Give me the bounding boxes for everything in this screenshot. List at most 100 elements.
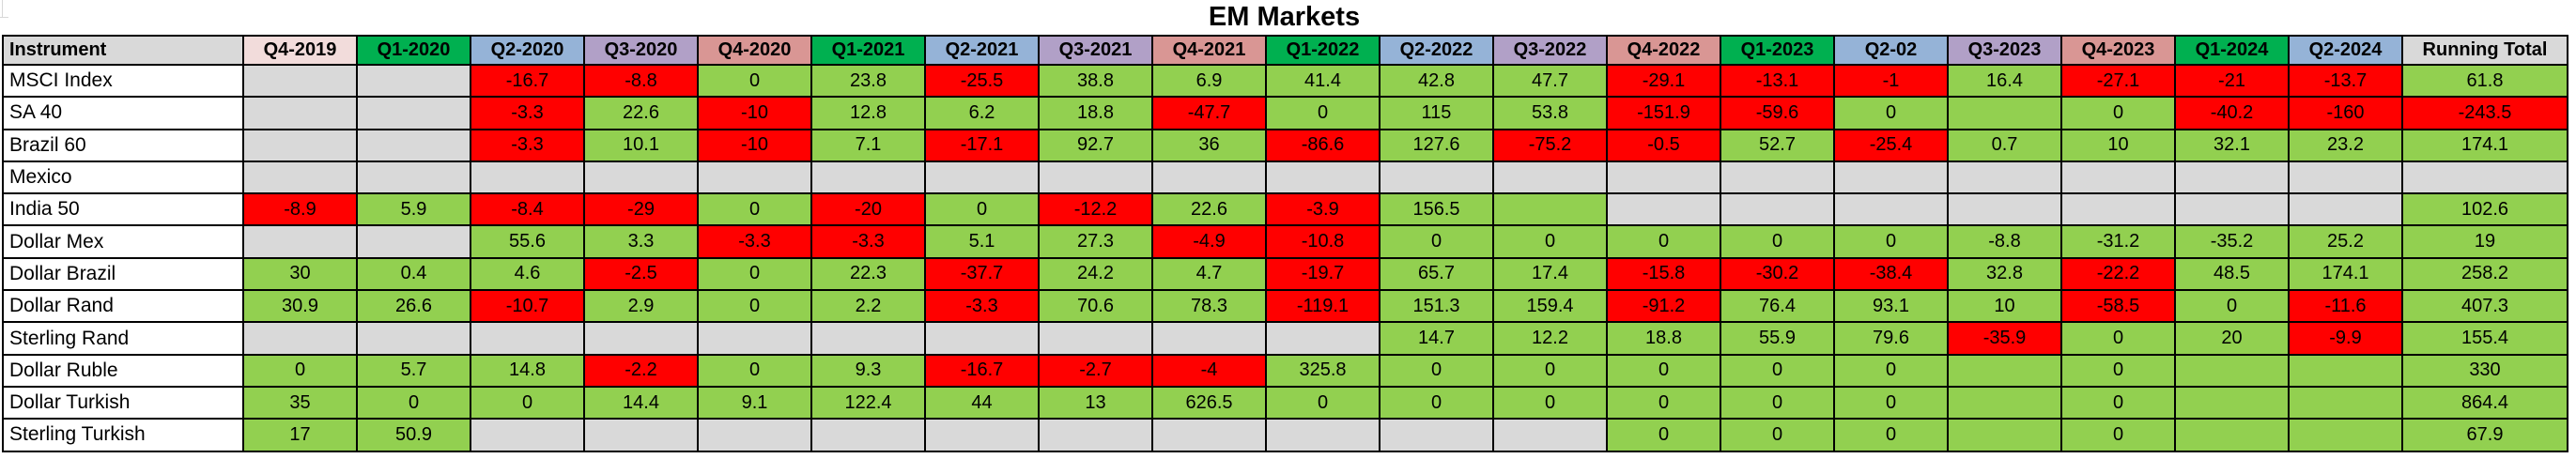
running-total-cell[interactable]: 174.1 [2401, 128, 2568, 162]
running-total-cell[interactable]: 19 [2401, 224, 2568, 259]
data-cell[interactable]: 93.1 [1833, 289, 1949, 324]
running-total-cell[interactable]: 102.6 [2401, 192, 2568, 227]
data-cell[interactable]: -3.3 [470, 128, 585, 162]
data-cell[interactable]: -3.9 [1265, 192, 1381, 227]
data-cell[interactable]: 0 [1833, 96, 1949, 130]
data-cell[interactable]: -151.9 [1606, 96, 1721, 130]
data-cell[interactable]: 0 [1606, 353, 1721, 388]
data-cell[interactable]: -35.2 [2174, 224, 2290, 259]
data-cell[interactable] [242, 160, 358, 195]
data-cell[interactable] [242, 224, 358, 259]
data-cell[interactable] [1720, 160, 1835, 195]
data-cell[interactable]: 5.9 [356, 192, 471, 227]
data-cell[interactable]: 174.1 [2288, 256, 2403, 292]
data-cell[interactable]: 0 [242, 353, 358, 388]
data-cell[interactable]: -13.7 [2288, 63, 2403, 99]
row-label[interactable]: India 50 [2, 192, 244, 227]
data-cell[interactable]: 23.8 [810, 63, 926, 99]
data-cell[interactable]: 76.4 [1720, 289, 1835, 324]
data-cell[interactable] [1492, 192, 1608, 227]
data-cell[interactable]: -30.2 [1720, 256, 1835, 292]
data-cell[interactable]: 0 [2060, 96, 2176, 130]
data-cell[interactable]: 0 [2174, 289, 2290, 324]
column-header-q2-2021[interactable]: Q2-2021 [924, 35, 1040, 66]
data-cell[interactable]: 25.2 [2288, 224, 2403, 259]
data-cell[interactable]: -58.5 [2060, 289, 2176, 324]
data-cell[interactable]: -25.4 [1833, 128, 1949, 162]
data-cell[interactable]: 14.7 [1379, 321, 1494, 356]
data-cell[interactable]: -10.8 [1265, 224, 1381, 259]
data-cell[interactable] [583, 160, 699, 195]
data-cell[interactable]: 127.6 [1379, 128, 1494, 162]
data-cell[interactable]: 626.5 [1151, 385, 1267, 420]
data-cell[interactable] [1606, 160, 1721, 195]
data-cell[interactable]: 50.9 [356, 418, 471, 452]
data-cell[interactable]: 0 [1265, 96, 1381, 130]
data-cell[interactable]: 0 [697, 63, 812, 99]
data-cell[interactable] [2060, 192, 2176, 227]
data-cell[interactable]: -3.3 [810, 224, 926, 259]
data-cell[interactable]: -37.7 [924, 256, 1040, 292]
row-label[interactable]: MSCI Index [2, 63, 244, 99]
column-header-q1-2022[interactable]: Q1-2022 [1265, 35, 1381, 66]
data-cell[interactable]: 0 [1720, 418, 1835, 452]
data-cell[interactable]: -29.1 [1606, 63, 1721, 99]
column-header-q3-2023[interactable]: Q3-2023 [1947, 35, 2062, 66]
running-total-cell[interactable]: 67.9 [2401, 418, 2568, 452]
data-cell[interactable] [1947, 385, 2062, 420]
data-cell[interactable]: 5.1 [924, 224, 1040, 259]
data-cell[interactable]: 156.5 [1379, 192, 1494, 227]
data-cell[interactable]: -3.3 [924, 289, 1040, 324]
data-cell[interactable]: 13 [1038, 385, 1153, 420]
data-cell[interactable] [583, 418, 699, 452]
data-cell[interactable] [1151, 418, 1267, 452]
data-cell[interactable] [1492, 418, 1608, 452]
data-cell[interactable] [2174, 160, 2290, 195]
data-cell[interactable]: -10 [697, 128, 812, 162]
column-header-q2-2020[interactable]: Q2-2020 [470, 35, 585, 66]
data-cell[interactable]: 22.6 [583, 96, 699, 130]
data-cell[interactable]: 122.4 [810, 385, 926, 420]
data-cell[interactable] [1492, 160, 1608, 195]
data-cell[interactable]: 23.2 [2288, 128, 2403, 162]
data-cell[interactable] [1947, 160, 2062, 195]
row-label[interactable]: Brazil 60 [2, 128, 244, 162]
data-cell[interactable] [1720, 192, 1835, 227]
data-cell[interactable]: 55.6 [470, 224, 585, 259]
data-cell[interactable]: 16.4 [1947, 63, 2062, 99]
data-cell[interactable]: -40.2 [2174, 96, 2290, 130]
data-cell[interactable]: -8.8 [1947, 224, 2062, 259]
data-cell[interactable] [1038, 418, 1153, 452]
data-cell[interactable] [924, 160, 1040, 195]
column-header-q4-2021[interactable]: Q4-2021 [1151, 35, 1267, 66]
data-cell[interactable] [2288, 160, 2403, 195]
data-cell[interactable]: 2.2 [810, 289, 926, 324]
data-cell[interactable]: -10 [697, 96, 812, 130]
data-cell[interactable] [1947, 192, 2062, 227]
data-cell[interactable]: 14.8 [470, 353, 585, 388]
data-cell[interactable] [1833, 192, 1949, 227]
data-cell[interactable]: 14.4 [583, 385, 699, 420]
data-cell[interactable] [356, 321, 471, 356]
data-cell[interactable]: -17.1 [924, 128, 1040, 162]
column-header-instrument[interactable]: Instrument [2, 35, 244, 66]
data-cell[interactable]: 0 [924, 192, 1040, 227]
data-cell[interactable]: 0 [1379, 353, 1494, 388]
data-cell[interactable]: 26.6 [356, 289, 471, 324]
data-cell[interactable]: -86.6 [1265, 128, 1381, 162]
data-cell[interactable]: -27.1 [2060, 63, 2176, 99]
data-cell[interactable]: 0 [1492, 224, 1608, 259]
data-cell[interactable]: -31.2 [2060, 224, 2176, 259]
running-total-cell[interactable]: -243.5 [2401, 96, 2568, 130]
data-cell[interactable] [470, 418, 585, 452]
row-label[interactable]: Dollar Rand [2, 289, 244, 324]
data-cell[interactable] [356, 96, 471, 130]
data-cell[interactable]: 0 [356, 385, 471, 420]
data-cell[interactable]: 10 [1947, 289, 2062, 324]
data-cell[interactable] [242, 321, 358, 356]
data-cell[interactable]: -2.2 [583, 353, 699, 388]
running-total-cell[interactable]: 155.4 [2401, 321, 2568, 356]
data-cell[interactable]: 0 [1265, 385, 1381, 420]
data-cell[interactable]: -15.8 [1606, 256, 1721, 292]
column-header-q1-2021[interactable]: Q1-2021 [810, 35, 926, 66]
